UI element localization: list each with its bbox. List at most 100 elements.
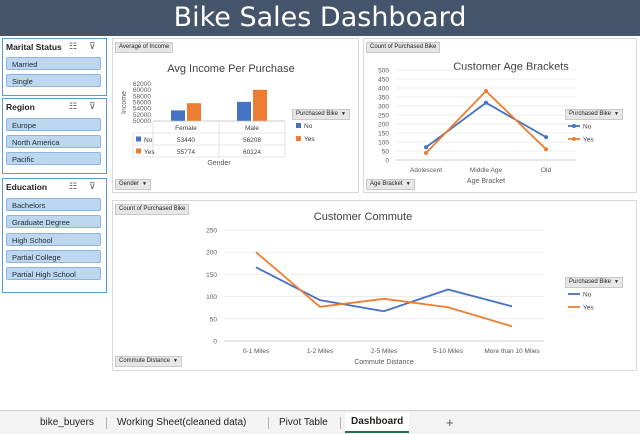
slicer-region: Region ☷ ⊽ Europe North America Pacific [2,98,107,174]
x-axis-label: Gender [207,160,231,167]
y-tick-label: 58000 [133,93,151,100]
tab-separator [340,417,341,429]
y-tick-label: 100 [378,140,389,147]
legend-label-yes: Yes [583,137,594,144]
sheet-tab-bar: bike_buyers Working Sheet(cleaned data) … [0,410,640,434]
y-tick-label: 250 [378,113,389,120]
chart-title: Customer Commute [314,211,412,223]
y-tick-label: 200 [206,250,217,257]
tab-working-sheet[interactable]: Working Sheet(cleaned data) [117,414,246,432]
y-tick-label: 500 [378,68,389,75]
age-chart: Count of Purchased Bike Age Bracket▼ Pur… [363,38,637,193]
legend-label-no: No [583,124,592,131]
slicer-item-graduate-degree[interactable]: Graduate Degree [6,215,101,228]
multi-select-icon[interactable]: ☷ [69,41,77,52]
multi-select-icon[interactable]: ☷ [69,101,77,112]
x-tick-label: 5-10 Miles [433,348,464,355]
income-chart-svg: Avg Income Per Purchase50000520005400056… [113,39,358,192]
series-line-yes [256,252,512,326]
slicer-item-pacific[interactable]: Pacific [6,152,101,165]
table-cell: 56208 [243,137,261,144]
clear-filter-icon[interactable]: ⊽ [89,41,96,52]
slicer-item-north-america[interactable]: North America [6,135,101,148]
bar-no-female [171,110,185,121]
legend-label-yes: Yes [304,136,315,143]
series-line-no [426,103,546,147]
legend-key-yes [136,149,141,154]
y-tick-label: 350 [378,95,389,102]
slicer-header: Region ☷ ⊽ [3,99,106,115]
table-cell: 53440 [177,137,195,144]
tab-pivot-table[interactable]: Pivot Table [279,414,328,432]
clear-filter-icon[interactable]: ⊽ [89,181,96,192]
tab-bike-buyers[interactable]: bike_buyers [40,414,94,432]
y-tick-label: 250 [206,228,217,235]
y-tick-label: 400 [378,86,389,93]
y-tick-label: 300 [378,104,389,111]
legend-key-no [136,137,141,142]
data-point-no [424,145,428,149]
slicer-marital-status: Marital Status ☷ ⊽ Married Single [2,38,107,96]
x-tick-label: Middle Age [470,167,503,174]
data-point-no [544,135,548,139]
slicer-item-partial-college[interactable]: Partial College [6,250,101,263]
y-tick-label: 0 [385,158,389,165]
table-row-label: Yes [144,149,155,156]
y-tick-label: 100 [206,294,217,301]
series-line-yes [426,91,546,153]
table-col-header: Female [175,125,197,132]
legend-marker [296,123,301,128]
slicer-item-bachelors[interactable]: Bachelors [6,198,101,211]
slicer-header: Marital Status ☷ ⊽ [3,39,106,55]
x-tick-label: 2-5 Miles [371,348,398,355]
x-tick-label: 1-2 Miles [307,348,334,355]
y-axis-label: Income [121,91,128,114]
legend-label-no: No [304,123,313,130]
y-tick-label: 0 [213,339,217,346]
commute-chart: Count of Purchased Bike Commute Distance… [112,200,637,371]
x-tick-label: Old [541,167,552,174]
slicer-item-married[interactable]: Married [6,57,101,70]
add-sheet-icon[interactable]: + [446,414,454,432]
table-cell: 55774 [177,149,195,156]
y-tick-label: 54000 [133,106,151,113]
tab-dashboard[interactable]: Dashboard [345,413,409,433]
slicer-title: Education [6,182,47,192]
data-point-no [484,101,488,105]
data-point-yes [484,89,488,93]
slicer-item-europe[interactable]: Europe [6,118,101,131]
slicer-title: Region [6,102,35,112]
y-tick-label: 450 [378,77,389,84]
y-tick-label: 60000 [133,87,151,94]
y-tick-label: 50000 [133,118,151,125]
table-row-label: No [144,137,153,144]
slicer-item-high-school[interactable]: High School [6,233,101,246]
y-tick-label: 50 [210,316,218,323]
data-point-yes [424,151,428,155]
y-tick-label: 52000 [133,112,151,119]
income-chart: Average of Income Gender▼ Purchased Bike… [112,38,359,193]
multi-select-icon[interactable]: ☷ [69,181,77,192]
x-axis-label: Commute Distance [354,359,414,366]
x-tick-label: 0-1 Miles [243,348,270,355]
slicer-item-partial-high-school[interactable]: Partial High School [6,267,101,280]
age-chart-svg: Customer Age Brackets0501001502002503003… [364,39,636,192]
tab-separator [268,417,269,429]
slicer-header: Education ☷ ⊽ [3,179,106,195]
slicer-title: Marital Status [6,42,62,52]
table-col-header: Male [245,125,259,132]
series-line-no [256,267,512,311]
legend-label-yes: Yes [583,305,594,312]
x-axis-label: Age Bracket [467,178,505,185]
y-tick-label: 50 [382,149,390,156]
legend-marker-dot [572,124,576,128]
slicer-item-single[interactable]: Single [6,74,101,87]
tab-separator [106,417,107,429]
clear-filter-icon[interactable]: ⊽ [89,101,96,112]
y-tick-label: 56000 [133,100,151,107]
table-cell: 60124 [243,149,261,156]
y-tick-label: 62000 [133,81,151,88]
bar-yes-male [253,90,267,121]
x-tick-label: Adolescent [410,167,442,174]
